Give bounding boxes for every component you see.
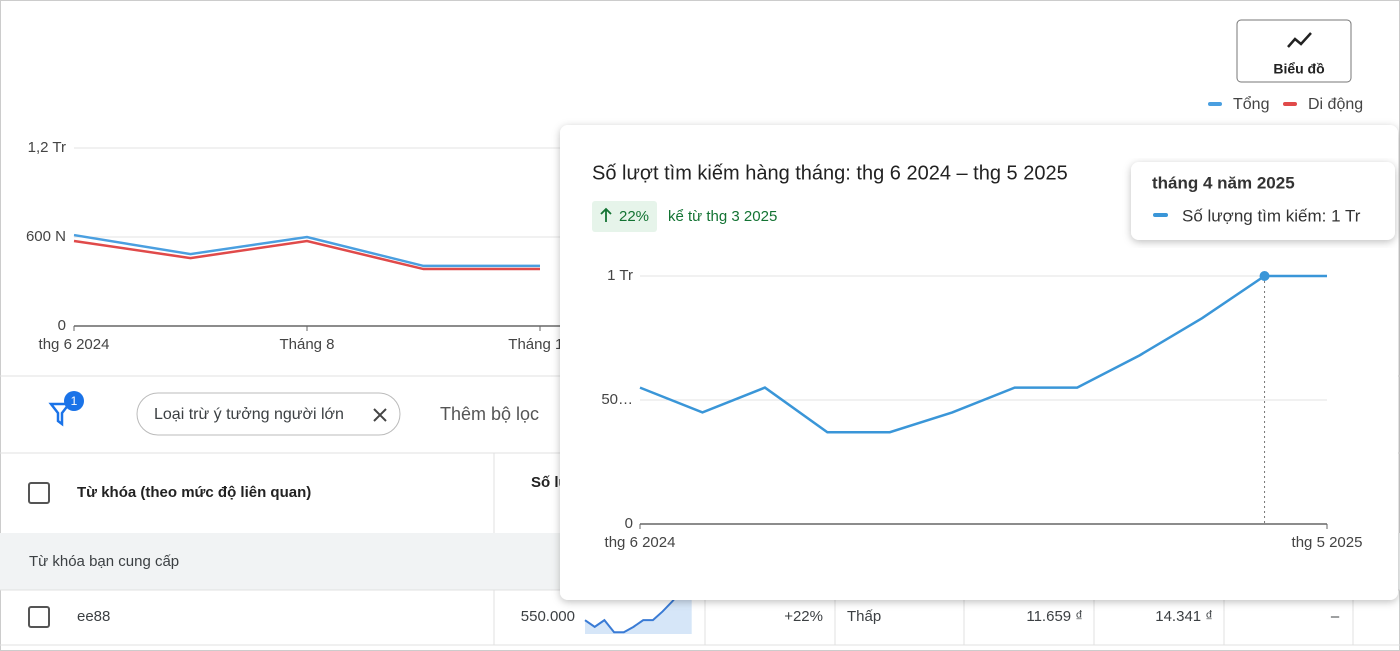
tooltip-card xyxy=(1131,162,1395,240)
section-label: Từ khóa bạn cung cấp xyxy=(29,553,179,570)
filter-chip[interactable] xyxy=(136,392,401,436)
legend-label: Di động xyxy=(1308,96,1363,113)
filter-badge xyxy=(64,391,84,411)
y-tick-label: 0 xyxy=(58,317,66,334)
series-line xyxy=(73,239,540,271)
badge-value: 22% xyxy=(619,208,649,225)
y-tick-label: 1,2 Tr xyxy=(28,139,66,156)
chart-button[interactable] xyxy=(1236,19,1352,83)
x-tick-label: thg 5 2025 xyxy=(1292,534,1363,551)
cell: 550.000 xyxy=(521,608,575,625)
y-tick-label: 0 xyxy=(625,515,633,532)
popup-card xyxy=(560,125,1398,600)
x-tick-label: thg 6 2024 xyxy=(605,534,676,551)
cell: +22% xyxy=(784,608,823,625)
badge-note: kể từ thg 3 2025 xyxy=(668,208,777,225)
y-tick-label: 50… xyxy=(601,391,633,408)
hover-point xyxy=(1259,271,1270,281)
tooltip: tháng 4 năm 2025 Số lượng tìm kiếm: 1 Tr xyxy=(1131,162,1395,240)
cell: 11.659 ₫ xyxy=(1026,608,1083,625)
tooltip-label: Số lượng tìm kiếm: 1 Tr xyxy=(1182,206,1361,225)
series-line xyxy=(73,233,540,268)
series-line xyxy=(639,274,1327,434)
checkbox[interactable] xyxy=(28,606,50,628)
x-tick-label: Tháng 8 xyxy=(279,336,334,353)
x-tick-label: Tháng 10 xyxy=(508,336,571,353)
y-tick-label: 1 Tr xyxy=(607,267,633,284)
button-label: Biểu đồ xyxy=(1273,61,1324,77)
chip-label: Loại trừ ý tưởng người lớn xyxy=(154,406,344,423)
tooltip-title: tháng 4 năm 2025 xyxy=(1152,173,1295,192)
overview-chart: Biểu đồ 0 600 N 1,2 Tr thg 6 2024 Tháng 8 Thá… xyxy=(26,19,1380,353)
chip-close[interactable] xyxy=(373,408,387,422)
popup-title: Số lượt tìm kiếm hàng tháng: thg 6 2024 … xyxy=(592,162,1068,184)
badge xyxy=(592,201,657,232)
up-arrow xyxy=(600,207,612,222)
popup: Số lượt tìm kiếm hàng tháng: thg 6 2024 … xyxy=(560,125,1398,600)
y-tick-label: 600 N xyxy=(26,228,66,245)
x-tick-label: thg 6 2024 xyxy=(39,336,110,353)
column-header: Từ khóa (theo mức độ liên quan) xyxy=(77,484,311,501)
checkbox[interactable] xyxy=(28,482,50,504)
cell: Thấp xyxy=(847,608,881,625)
cell: 14.341 ₫ xyxy=(1155,608,1213,625)
chart-icon xyxy=(1287,32,1312,48)
cell: ee88 xyxy=(77,608,110,625)
cell: – xyxy=(1331,608,1340,625)
add-filter[interactable]: Thêm bộ lọc xyxy=(440,404,539,424)
filter-count: 1 xyxy=(71,394,78,408)
legend-label: Tổng xyxy=(1233,95,1269,113)
sparkline-area xyxy=(585,590,692,634)
